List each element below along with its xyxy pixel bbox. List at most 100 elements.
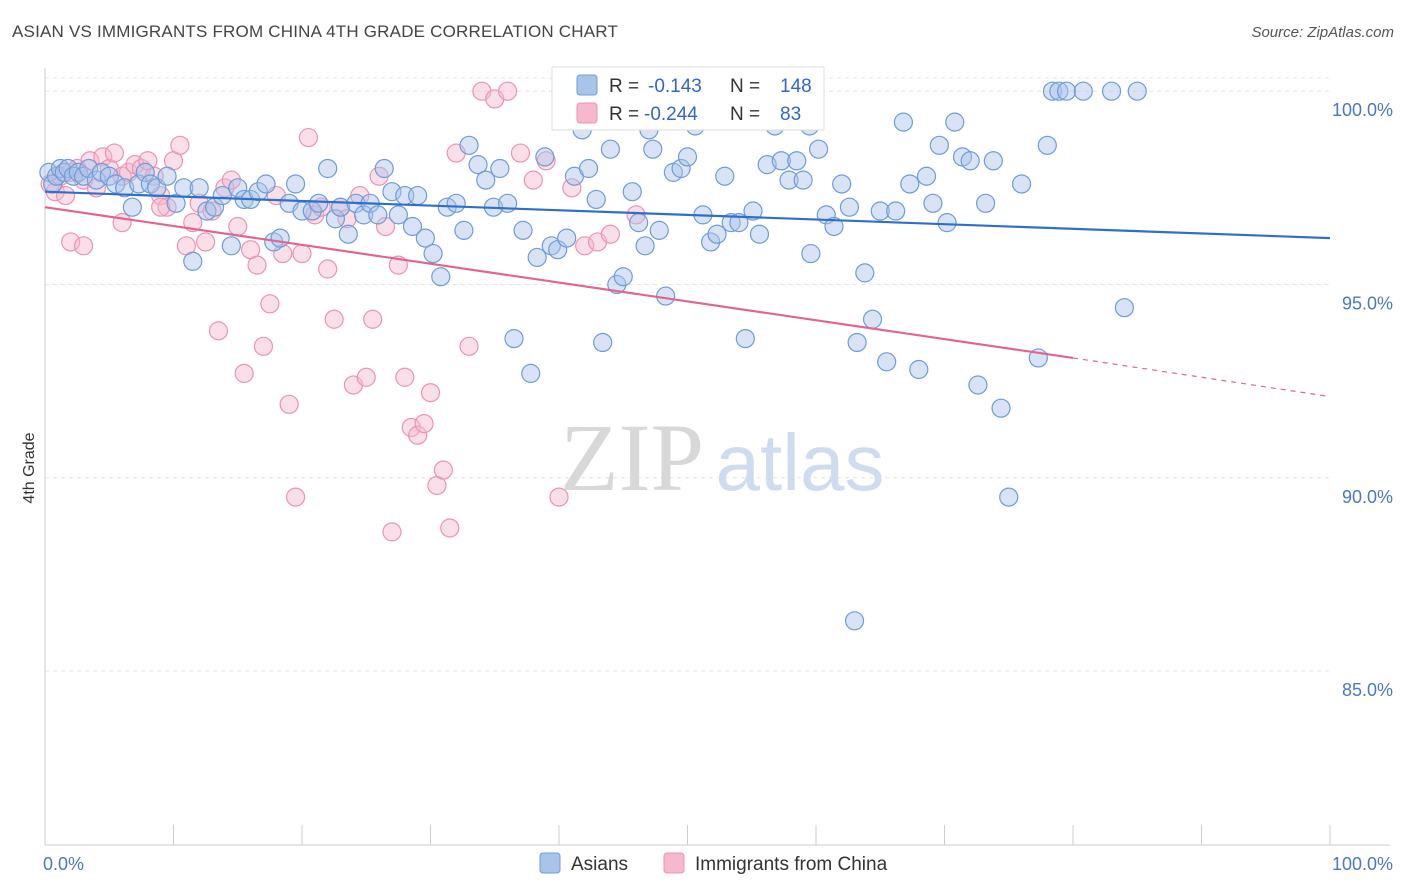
- asians-point-145: [844, 611, 865, 631]
- asians-point-74: [557, 228, 577, 248]
- asians-point-7: [68, 162, 89, 182]
- asians-point-79: [593, 332, 613, 353]
- asians-point-94: [701, 232, 721, 252]
- china-point-70: [523, 170, 543, 190]
- china-point-39: [285, 487, 306, 507]
- asians-point-96: [715, 166, 735, 186]
- china-point-3: [55, 185, 76, 206]
- asians-point-99: [735, 328, 755, 349]
- top-legend: R = -0.143 N = 148 R = -0.244 N = 83: [551, 66, 825, 131]
- asians-point-67: [504, 328, 524, 349]
- asians-point-125: [929, 135, 949, 155]
- bottom-legend-asians: Asians: [571, 854, 628, 875]
- asians-point-9: [79, 158, 99, 179]
- asians-point-53: [402, 216, 423, 237]
- china-point-78: [626, 205, 646, 225]
- asians-point-83: [622, 182, 642, 202]
- asians-point-69: [521, 363, 541, 383]
- x-tick-label-0: 0.0%: [43, 854, 84, 874]
- asians-point-61: [459, 135, 479, 155]
- asians-point-109: [808, 139, 829, 159]
- x-tick-labels: 0.0% 100.0%: [43, 854, 1393, 874]
- asians-point-88: [656, 286, 676, 306]
- china-point-40: [292, 243, 312, 264]
- asians-point-55: [415, 228, 435, 248]
- legend-r-value-china: -0.244: [644, 104, 698, 125]
- watermark: ZIP atlas: [560, 404, 884, 511]
- y-tick-label-0: 85.0%: [1342, 680, 1393, 700]
- asians-point-138: [1042, 81, 1063, 101]
- china-point-72: [549, 487, 569, 507]
- asians-point-113: [839, 197, 860, 217]
- china-point-38: [279, 394, 299, 414]
- y-axis-label: 4th Grade: [21, 432, 38, 503]
- legend-n-value-china: 83: [780, 104, 801, 125]
- asians-point-46: [354, 205, 374, 225]
- asians-point-98: [729, 213, 749, 233]
- asians-point-42: [325, 209, 346, 229]
- china-point-35: [260, 294, 280, 314]
- asians-point-133: [991, 398, 1011, 418]
- china-point-79: [61, 232, 81, 252]
- asians-point-21: [166, 193, 186, 213]
- trend-line-asians: [44, 190, 1331, 240]
- y-tick-label-2: 95.0%: [1342, 293, 1393, 313]
- asians-point-142: [1101, 81, 1122, 101]
- x-tick-label-1: 100.0%: [1332, 854, 1393, 874]
- china-point-81: [151, 197, 171, 217]
- asians-point-126: [937, 213, 957, 233]
- asians-point-27: [212, 185, 232, 206]
- asians-point-97: [721, 213, 741, 233]
- china-point-44: [318, 259, 338, 279]
- asians-point-134: [999, 487, 1019, 507]
- asians-point-122: [909, 359, 929, 380]
- china-point-33: [247, 255, 267, 275]
- asians-point-17: [135, 162, 155, 182]
- legend-n-value-asians: 148: [780, 76, 812, 97]
- china-point-76: [600, 224, 621, 244]
- asians-point-131: [976, 193, 996, 213]
- asians-point-57: [431, 267, 451, 287]
- asians-point-51: [388, 205, 408, 225]
- china-point-50: [356, 367, 376, 387]
- asians-point-41: [318, 158, 338, 179]
- asians-point-124: [923, 193, 943, 213]
- asians-point-32: [248, 182, 268, 202]
- china-point-9: [93, 147, 113, 167]
- watermark-atlas: atlas: [716, 418, 885, 507]
- asians-point-14: [115, 178, 135, 198]
- asians-point-49: [374, 158, 394, 179]
- asians-point-33: [256, 174, 276, 194]
- asians-point-120: [893, 112, 913, 132]
- asians-point-100: [743, 201, 763, 221]
- series-china-points: [40, 81, 646, 542]
- china-point-41: [298, 127, 319, 148]
- china-point-68: [498, 81, 518, 101]
- asians-point-112: [832, 174, 852, 194]
- asians-point-140: [1056, 81, 1077, 101]
- asians-point-16: [129, 174, 149, 194]
- asians-point-127: [945, 112, 965, 132]
- asians-point-104: [771, 151, 791, 171]
- asians-point-81: [607, 274, 627, 295]
- china-point-69: [510, 143, 531, 163]
- asians-point-121: [900, 174, 920, 194]
- china-point-60: [420, 383, 441, 403]
- asians-point-80: [600, 139, 621, 159]
- asians-point-56: [423, 243, 443, 264]
- asians-point-65: [490, 158, 510, 179]
- asians-point-135: [1011, 174, 1032, 194]
- asians-point-60: [454, 220, 474, 240]
- asians-point-117: [870, 201, 890, 221]
- legend-r-label-asians: R =: [609, 76, 639, 97]
- series-asians-points: [39, 81, 1147, 631]
- asians-point-50: [382, 182, 402, 202]
- bottom-legend-china: Immigrants from China: [695, 854, 888, 875]
- asians-point-141: [1073, 81, 1093, 101]
- asians-point-132: [983, 151, 1003, 171]
- legend-r-label-china: R =: [609, 104, 639, 125]
- china-point-27: [208, 321, 229, 341]
- china-point-62: [433, 460, 453, 480]
- asians-point-84: [629, 213, 649, 233]
- legend-swatch-china: [576, 102, 598, 124]
